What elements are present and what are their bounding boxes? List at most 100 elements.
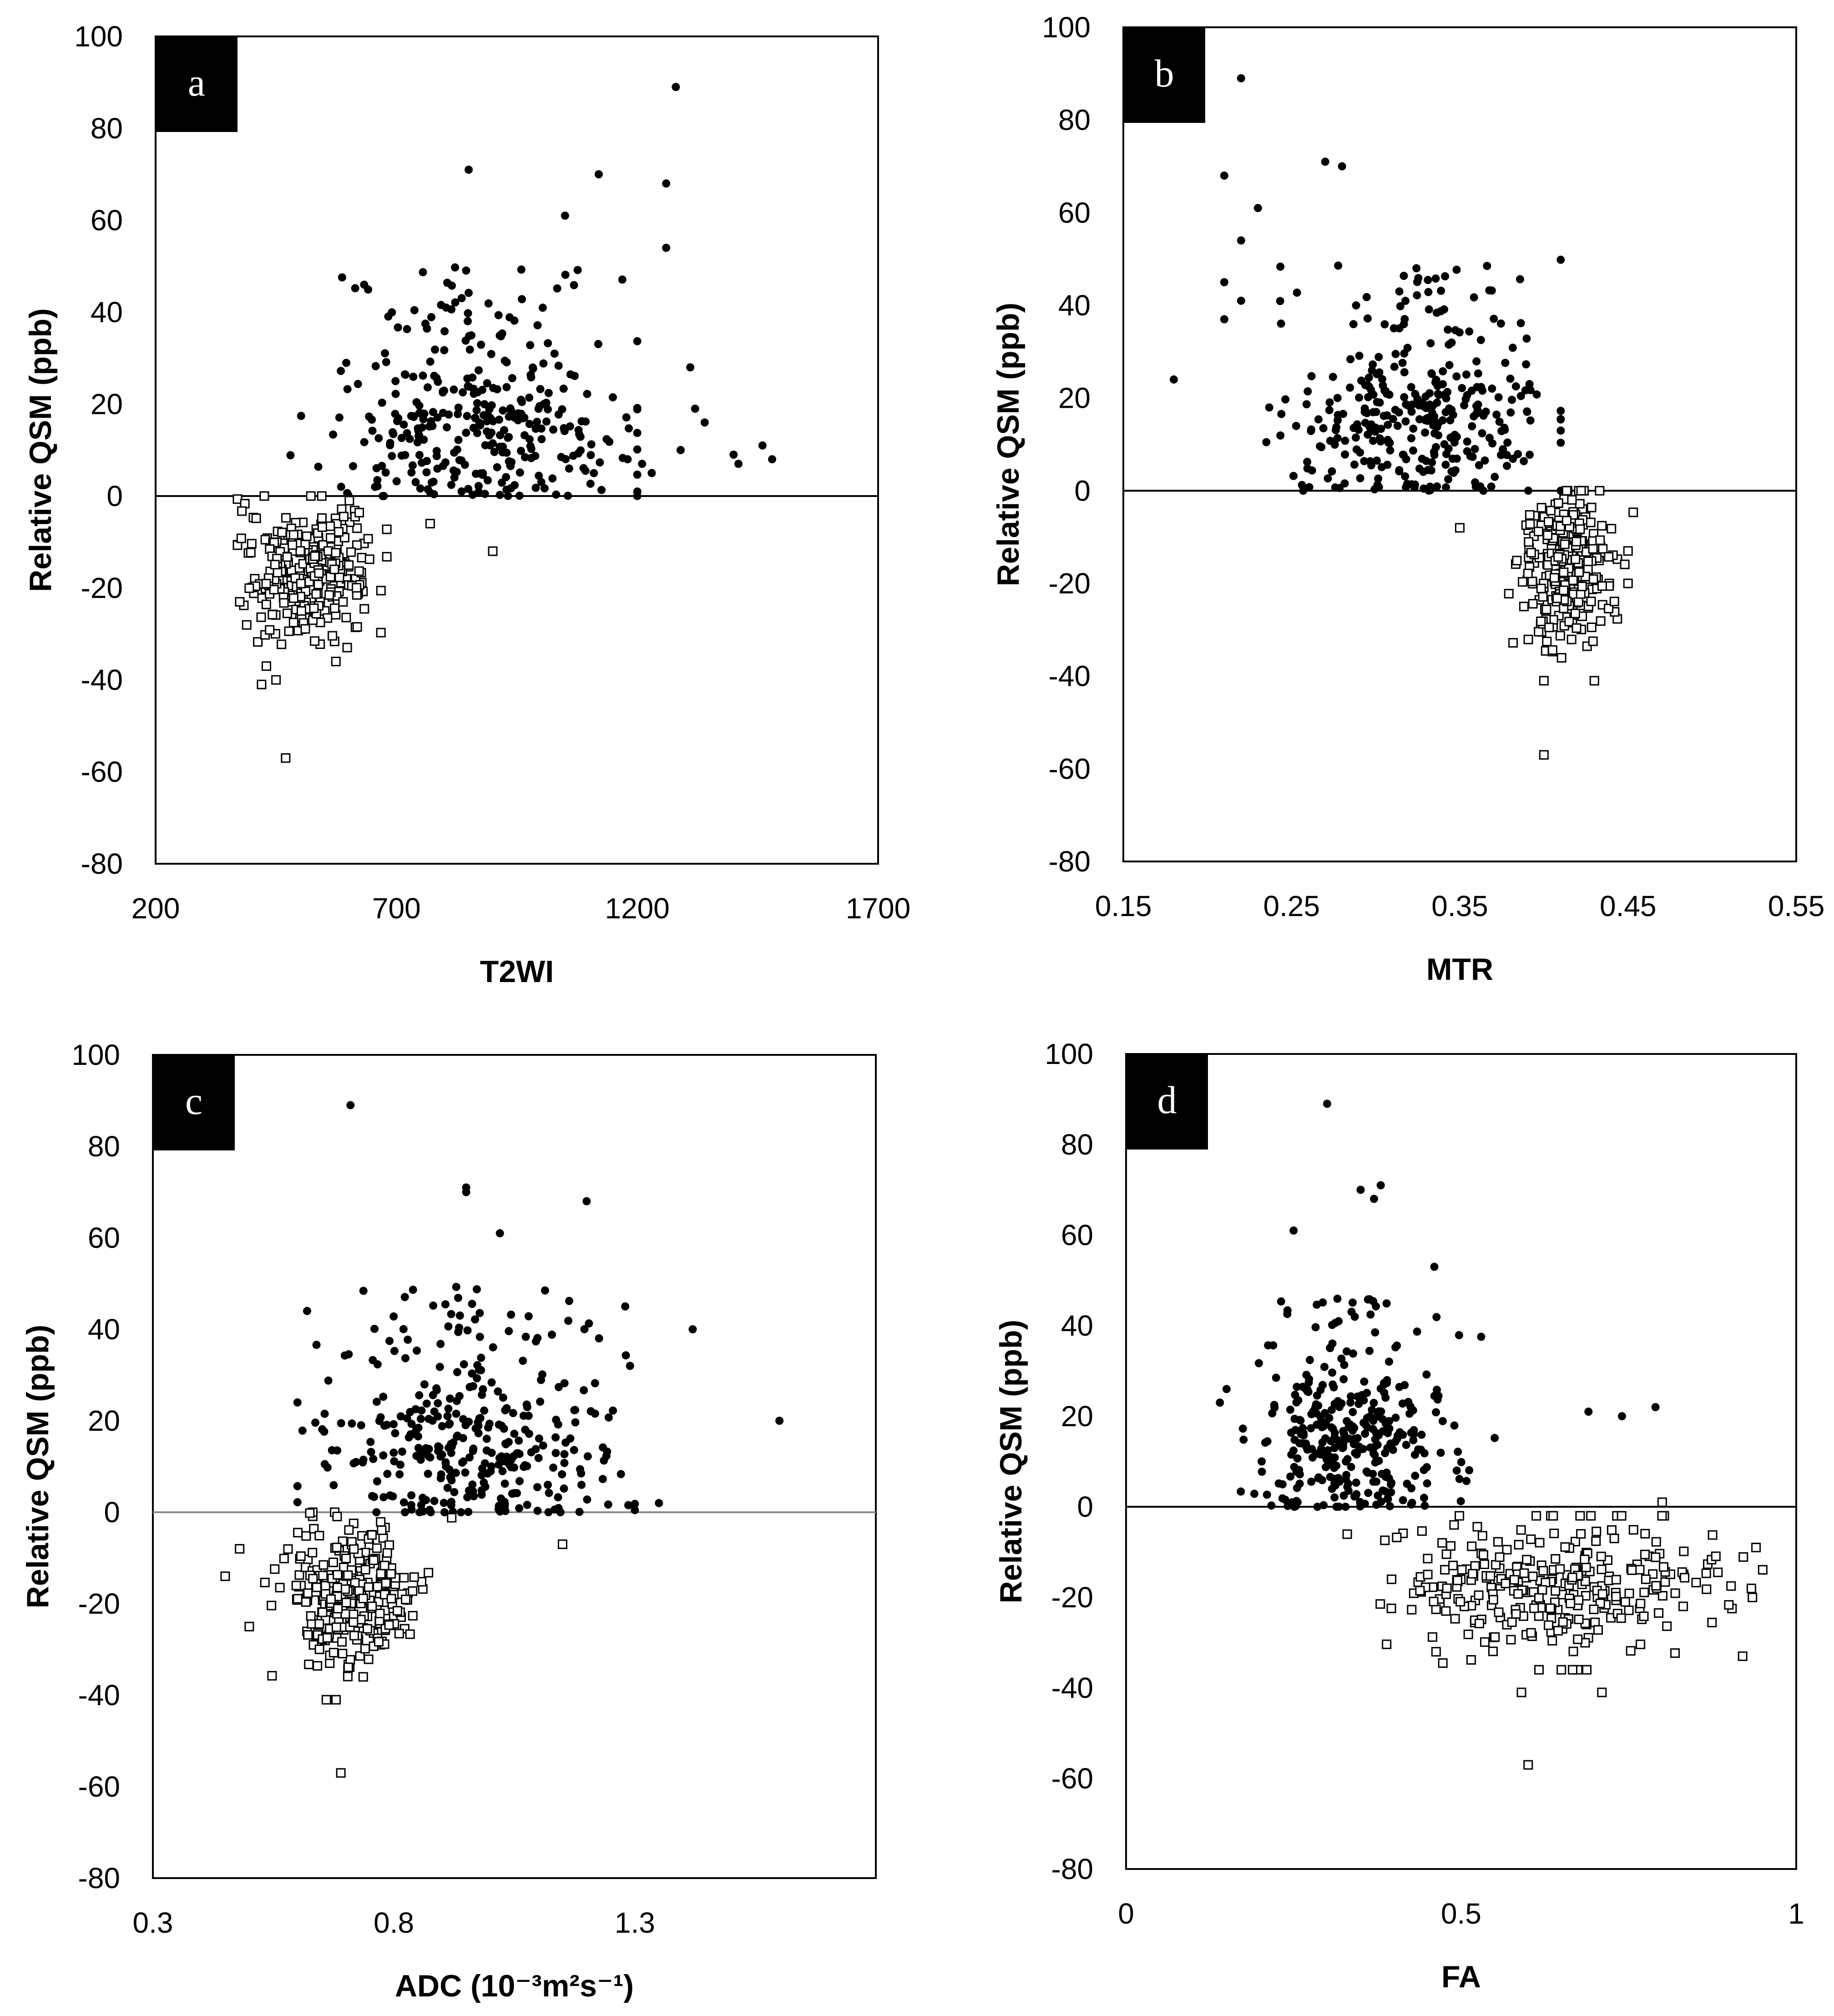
- data-point-positive: [1289, 1226, 1298, 1235]
- data-point-positive: [1369, 436, 1377, 445]
- data-point-negative: [328, 1557, 338, 1567]
- data-point-positive: [1433, 1386, 1441, 1394]
- data-point-negative: [1560, 539, 1570, 549]
- data-point-negative: [288, 593, 298, 603]
- data-point-positive: [623, 455, 632, 464]
- data-point-negative: [364, 554, 374, 564]
- data-point-positive: [495, 1229, 504, 1237]
- data-point-positive: [441, 458, 450, 467]
- y-tick-label: 0: [104, 1496, 120, 1529]
- data-point-positive: [1355, 393, 1364, 402]
- data-point-positive: [453, 1368, 462, 1377]
- data-point-positive: [436, 1474, 445, 1483]
- data-point-negative: [1386, 1603, 1396, 1613]
- data-point-positive: [1382, 390, 1391, 398]
- data-point-negative: [1544, 623, 1554, 633]
- data-point-positive: [419, 268, 427, 277]
- data-point-negative: [313, 1661, 323, 1671]
- data-point-positive: [1390, 362, 1399, 371]
- data-point-positive: [489, 384, 498, 392]
- data-point-negative: [1431, 1647, 1441, 1657]
- data-point-positive: [564, 1317, 573, 1325]
- data-point-positive: [1438, 1417, 1447, 1425]
- data-point-negative: [1626, 1646, 1636, 1656]
- data-point-negative: [1604, 552, 1614, 562]
- data-point-negative: [295, 546, 305, 556]
- data-point-negative: [1508, 638, 1518, 648]
- data-point-positive: [1366, 1443, 1374, 1452]
- data-point-positive: [520, 453, 529, 461]
- data-point-negative: [376, 1569, 386, 1579]
- data-point-positive: [1341, 436, 1349, 445]
- data-point-positive: [461, 336, 470, 345]
- data-point-negative: [352, 622, 362, 632]
- data-point-positive: [633, 405, 642, 414]
- y-tick-label: -20: [81, 572, 123, 604]
- y-axis-label: Relative QSM (ppb): [994, 1320, 1028, 1603]
- data-point-positive: [403, 325, 411, 334]
- data-point-positive: [457, 487, 466, 496]
- data-point-positive: [558, 1470, 566, 1479]
- data-point-positive: [1455, 1474, 1464, 1483]
- data-point-positive: [564, 491, 572, 500]
- data-point-negative: [1657, 1511, 1667, 1521]
- data-point-negative: [1635, 1565, 1645, 1575]
- data-point-negative: [313, 579, 323, 589]
- data-point-positive: [399, 420, 408, 429]
- data-point-negative: [317, 513, 327, 523]
- data-point-positive: [523, 1500, 531, 1509]
- data-point-negative: [343, 1672, 353, 1682]
- data-point-negative: [1623, 546, 1633, 556]
- data-point-negative: [1551, 1554, 1561, 1564]
- data-point-negative: [1598, 544, 1608, 554]
- data-point-negative: [1758, 1565, 1768, 1575]
- data-point-negative: [1591, 1536, 1601, 1546]
- data-point-positive: [475, 366, 483, 375]
- data-point-negative: [277, 527, 287, 537]
- data-point-positive: [550, 350, 559, 358]
- y-tick-label: 20: [1058, 382, 1091, 415]
- data-point-positive: [1471, 482, 1480, 491]
- data-point-positive: [1385, 1358, 1394, 1366]
- data-point-positive: [631, 1499, 639, 1508]
- data-point-negative: [346, 547, 356, 557]
- data-point-positive: [499, 406, 507, 415]
- data-point-negative: [1562, 516, 1572, 526]
- data-point-positive: [1307, 372, 1316, 380]
- data-point-positive: [432, 1384, 441, 1393]
- data-point-positive: [500, 1479, 509, 1488]
- data-point-negative: [1536, 616, 1546, 626]
- data-point-positive: [513, 1449, 521, 1458]
- x-tick-label: 0.55: [1768, 890, 1825, 922]
- data-point-positive: [411, 478, 420, 486]
- y-tick-label: 20: [91, 388, 123, 420]
- data-point-positive: [495, 491, 504, 499]
- data-point-positive: [470, 390, 478, 398]
- data-point-negative: [369, 1555, 379, 1565]
- data-point-positive: [312, 1341, 321, 1349]
- y-tick-label: 60: [88, 1221, 120, 1254]
- data-point-negative: [314, 1644, 324, 1654]
- data-point-positive: [1444, 325, 1452, 334]
- data-point-positive: [1278, 1480, 1287, 1489]
- data-point-negative: [1576, 1529, 1586, 1539]
- data-point-positive: [549, 1464, 557, 1472]
- panel-b: 100 80 60 40 20 0 -20 -40 -60 -800.15 0.25 0.35 0.45…: [991, 11, 1824, 987]
- data-point-negative: [260, 535, 270, 545]
- data-point-negative: [1574, 1595, 1584, 1605]
- data-point-positive: [559, 385, 568, 393]
- data-point-negative: [1535, 1538, 1545, 1548]
- data-point-positive: [379, 1451, 388, 1460]
- data-point-positive: [464, 485, 473, 493]
- data-point-negative: [288, 540, 298, 550]
- data-point-negative: [257, 679, 267, 689]
- data-point-positive: [571, 1406, 580, 1414]
- data-point-positive: [1401, 417, 1410, 426]
- data-point-positive: [349, 1459, 358, 1468]
- data-point-positive: [1374, 474, 1383, 483]
- data-point-positive: [1238, 1424, 1247, 1433]
- data-point-positive: [401, 370, 410, 379]
- data-point-negative: [1547, 645, 1557, 655]
- data-point-negative: [1544, 1620, 1554, 1630]
